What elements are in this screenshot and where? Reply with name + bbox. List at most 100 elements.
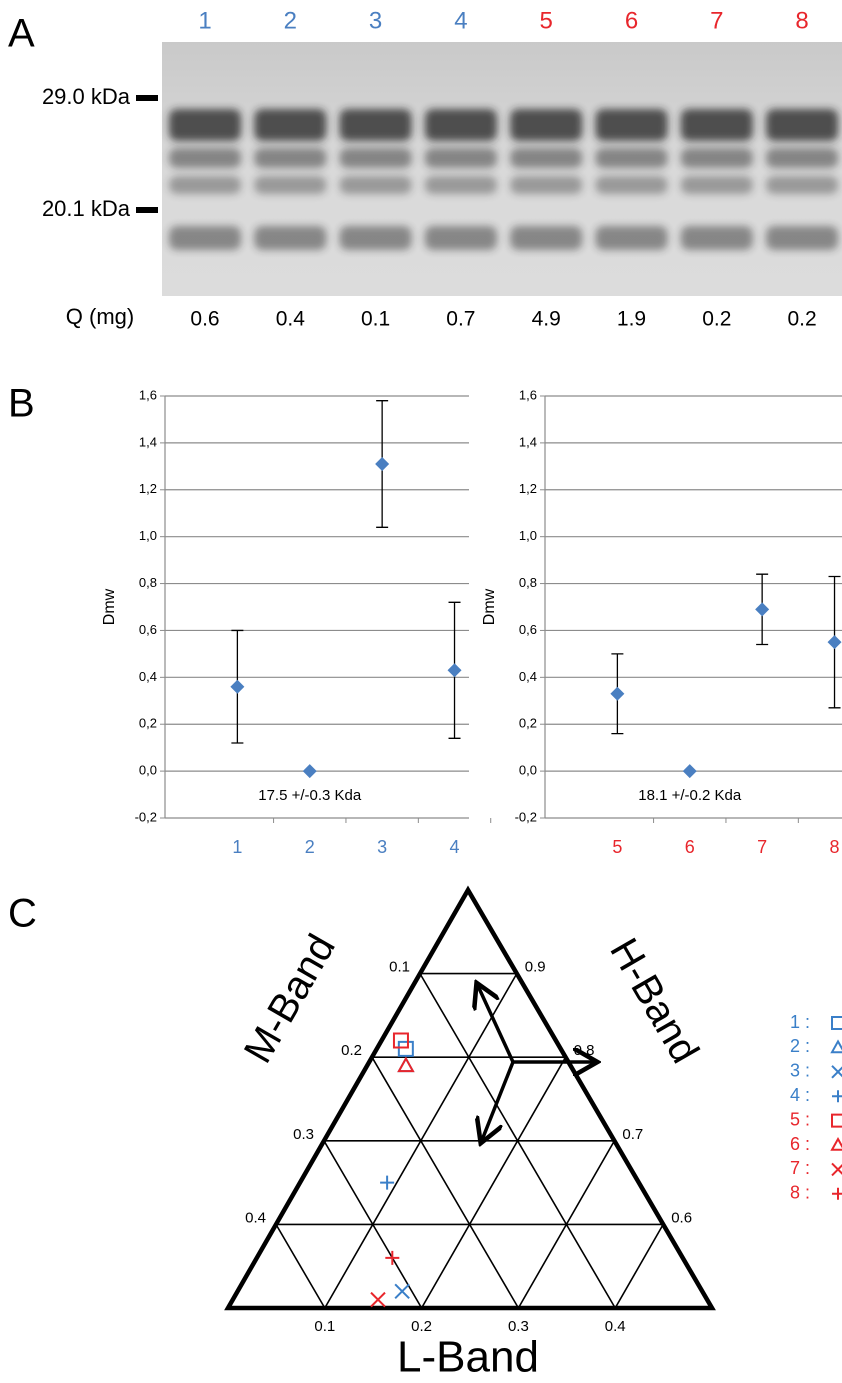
gel-band — [169, 176, 241, 194]
axis-label: M-Band — [236, 927, 344, 1070]
gel-band — [339, 226, 412, 250]
lane-label: 4 — [454, 7, 467, 34]
gel-band — [169, 148, 241, 168]
gel-image — [162, 42, 842, 296]
gel-band — [510, 148, 583, 168]
lane-label: 7 — [710, 7, 723, 34]
y-tick-label: 0,0 — [139, 763, 157, 778]
gel-band — [169, 109, 241, 141]
legend-swatch — [831, 1113, 842, 1128]
q-value: 0.7 — [446, 308, 475, 331]
l-tick-label: 0.1 — [314, 1318, 335, 1335]
y-tick-label: 0,4 — [139, 669, 157, 684]
l-tick-label: 0.2 — [411, 1318, 432, 1335]
y-tick-label: 1,2 — [519, 481, 537, 496]
point — [394, 1283, 410, 1299]
h-tick-label: 0.6 — [671, 1209, 692, 1226]
y-tick-label: 0,6 — [139, 622, 157, 637]
gel-band — [766, 226, 839, 250]
gel-band — [680, 176, 753, 194]
gel-band — [424, 109, 497, 141]
q-value: 0.1 — [361, 308, 390, 331]
gel-bands — [169, 109, 839, 250]
legend-label: 4 : — [790, 1085, 810, 1105]
lane-label: 3 — [369, 7, 382, 34]
marker-tick — [136, 207, 158, 213]
triangle-frame — [224, 885, 716, 1311]
x-tick-label: 2 — [305, 837, 315, 857]
point — [447, 663, 462, 678]
point — [397, 1040, 414, 1057]
y-axis-label: Dmw — [481, 588, 498, 625]
point — [682, 764, 697, 779]
legend-label: 6 : — [790, 1134, 810, 1154]
lane-label: 5 — [540, 7, 553, 34]
panel-label: A — [8, 12, 35, 56]
grid-line — [420, 1056, 567, 1309]
q-value: 4.9 — [532, 308, 561, 331]
gel-band — [510, 109, 583, 141]
gel-band — [680, 109, 753, 141]
legend-swatch — [832, 1090, 842, 1103]
point — [827, 635, 842, 650]
x-tick-label: 1 — [232, 837, 242, 857]
point — [397, 1056, 415, 1073]
y-tick-label: 1,4 — [519, 434, 537, 449]
y-tick-label: 0,8 — [139, 575, 157, 590]
point — [392, 1032, 409, 1049]
point — [380, 1175, 395, 1190]
point — [370, 1291, 386, 1308]
y-tick-label: 0,2 — [519, 716, 537, 731]
gel-band — [766, 148, 839, 168]
gel-band — [339, 109, 412, 141]
q-value: 0.2 — [702, 308, 731, 331]
y-tick-label: 0,4 — [519, 669, 537, 684]
grid-line — [275, 1223, 326, 1309]
gel-band — [680, 226, 753, 250]
grid-line — [614, 1224, 664, 1309]
point — [385, 1250, 400, 1265]
h-tick-label: 0.7 — [622, 1126, 643, 1143]
gel-band — [424, 226, 497, 250]
y-tick-label: -0,2 — [515, 809, 537, 824]
gel-band — [254, 226, 327, 250]
lane-label: 8 — [795, 7, 808, 34]
point — [610, 686, 625, 701]
marker-label: 29.0 kDa — [42, 84, 131, 109]
l-tick-label: 0.3 — [508, 1318, 529, 1335]
gel-band — [254, 148, 327, 168]
panel-label: C — [8, 892, 37, 936]
gel-band — [254, 176, 327, 194]
lane-label: 2 — [284, 7, 297, 34]
y-axis-label: Dmw — [101, 588, 118, 625]
y-tick-label: -0,2 — [135, 809, 157, 824]
arrow — [482, 1061, 515, 1140]
x-tick-label: 8 — [830, 837, 840, 857]
x-tick-label: 7 — [757, 837, 767, 857]
legend-swatch — [831, 1065, 842, 1079]
y-tick-label: 1,0 — [139, 528, 157, 543]
legend-swatch — [830, 1136, 842, 1151]
gel-band — [595, 226, 668, 250]
l-tick-label: 0.4 — [605, 1318, 626, 1335]
gel-band — [169, 226, 241, 250]
gel-band — [339, 176, 412, 194]
gel-band — [680, 148, 753, 168]
m-tick-label: 0.2 — [341, 1042, 362, 1059]
legend-swatch — [831, 1162, 842, 1177]
legend-label: 3 : — [790, 1061, 810, 1081]
gel-band — [510, 226, 583, 250]
x-tick-label: 6 — [685, 837, 695, 857]
q-value: 1.9 — [617, 308, 646, 331]
legend-label: 2 : — [790, 1036, 810, 1056]
gel-band — [595, 148, 668, 168]
y-tick-label: 0,8 — [519, 575, 537, 590]
q-value: 0.2 — [787, 308, 816, 331]
y-tick-label: 1,2 — [139, 481, 157, 496]
x-tick-label: 3 — [377, 837, 387, 857]
q-value: 0.4 — [276, 308, 306, 331]
point — [302, 764, 317, 779]
direction-arrows — [478, 986, 594, 1140]
h-tick-label: 0.8 — [574, 1042, 595, 1059]
